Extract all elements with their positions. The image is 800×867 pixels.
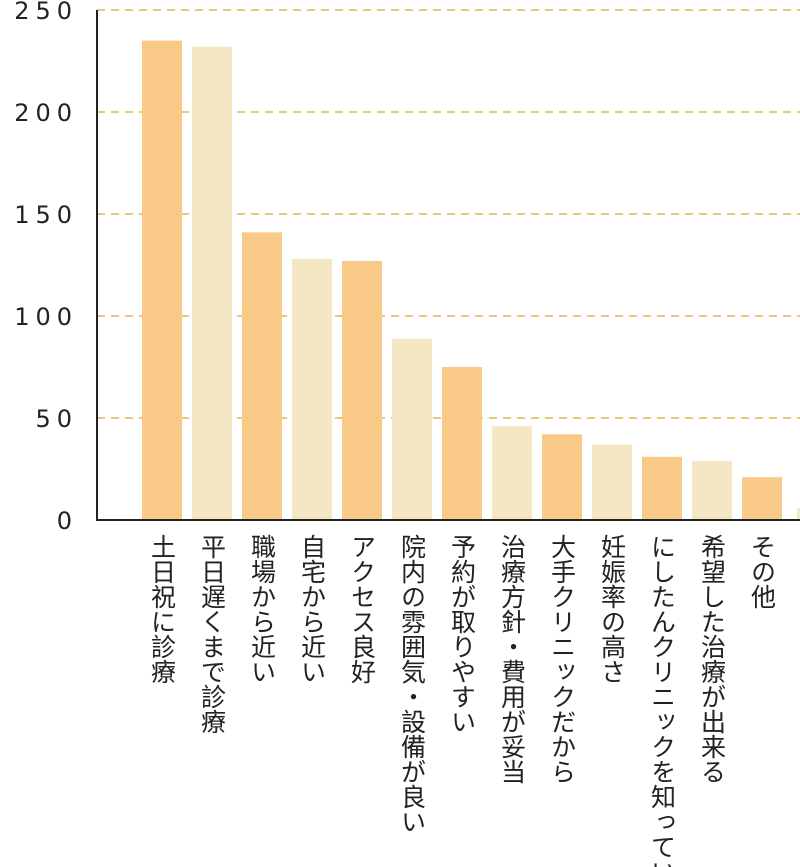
x-category-label: 予約が取りやすい	[448, 534, 477, 734]
x-category-label: 自宅から近い	[298, 534, 327, 684]
x-category-label: 平日遅くまで診療	[198, 534, 227, 734]
bar: 土日祝に診療: 235	[142, 40, 182, 520]
bars: 土日祝に診療: 235平日遅くまで診療: 232職場から近い: 141自宅から近…	[142, 40, 800, 521]
x-category-label: 妊娠率の高さ	[598, 534, 627, 684]
x-axis-category-labels: 土日祝に診療 平日遅くまで診療 職場から近い 自宅から近い アクセス良好 院内の雰囲気・設…	[148, 534, 777, 867]
bar: 平日遅くまで診療: 232	[192, 46, 232, 520]
bar: 予約が取りやすい: 75	[442, 367, 482, 520]
bar: 職場から近い: 141	[242, 232, 282, 521]
y-tick-label: 50	[35, 405, 78, 433]
y-tick-label: 250	[14, 0, 78, 25]
bar: 治療方針・費用が妥当: 46	[492, 426, 532, 520]
x-category-label: 院内の雰囲気・設備が良い	[398, 534, 427, 834]
y-axis-tick-labels: 0 50 100 150 200 250	[14, 0, 78, 535]
x-category-label: その他	[748, 534, 777, 609]
y-tick-label: 0	[57, 507, 78, 535]
bar: 妊娠率の高さ: 37	[592, 444, 632, 520]
bar: 希望した治療が出来る: 29	[692, 460, 732, 520]
bar: アクセス良好: 127	[342, 260, 382, 520]
axes	[96, 10, 800, 521]
bar: 大手クリニックだから: 42	[542, 434, 582, 520]
x-category-label: 大手クリニックだから	[548, 534, 577, 784]
y-tick-label: 200	[14, 99, 78, 127]
x-category-label: 職場から近い	[248, 534, 277, 684]
bar: その他: 21	[742, 477, 782, 520]
bar: 自宅から近い: 128	[292, 258, 332, 520]
bar: にしたんクリニックを知っていた: 31	[642, 456, 682, 520]
x-category-label: 治療方針・費用が妥当	[498, 534, 527, 784]
bar: 院内の雰囲気・設備が良い: 89	[392, 338, 432, 520]
x-category-label: にしたんクリニックを知っていた	[648, 534, 677, 867]
x-category-label: アクセス良好	[348, 534, 377, 684]
y-tick-label: 100	[14, 303, 78, 331]
bar-edge-stub	[797, 508, 800, 520]
y-tick-label: 150	[14, 201, 78, 229]
x-category-label: 希望した治療が出来る	[698, 534, 727, 784]
x-category-label: 土日祝に診療	[148, 534, 177, 684]
